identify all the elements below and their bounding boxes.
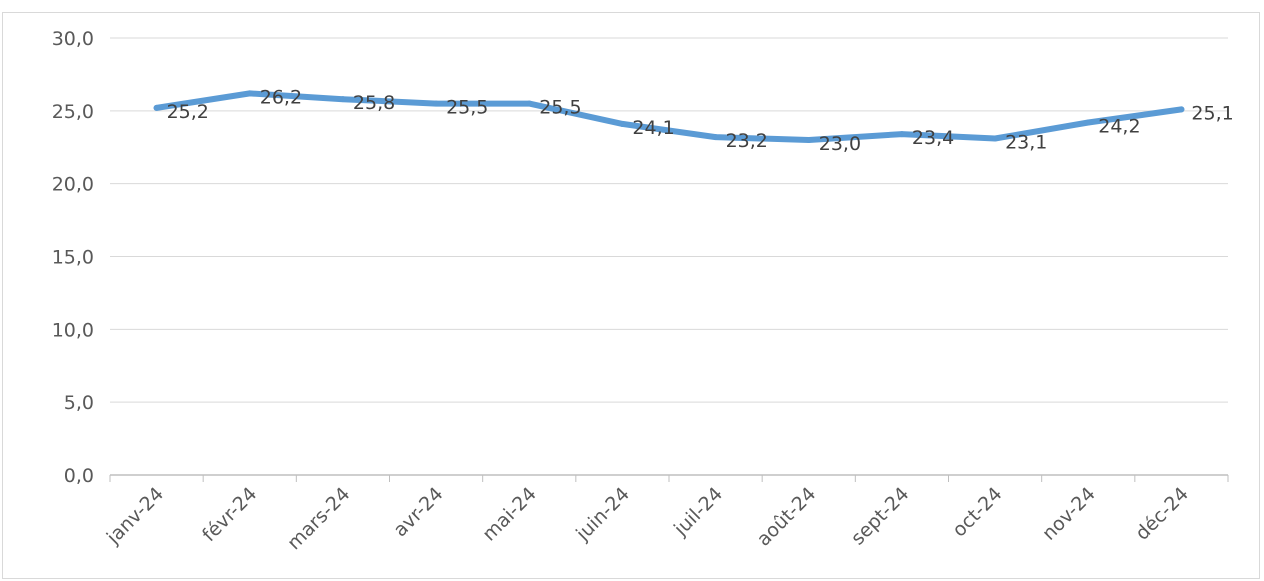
- y-axis-tick-labels: 0,0 5,0 10,0 15,0 20,0 25,0 30,0: [52, 28, 94, 487]
- x-axis-tick-labels: janv-24 févr-24 mars-24 avr-24 mai-24 juin-24…: [102, 475, 1229, 554]
- data-point: [712, 134, 719, 141]
- data-label: 24,1: [632, 117, 674, 139]
- chart-frame: [2, 12, 1260, 579]
- y-tick-label: 15,0: [52, 247, 94, 269]
- data-label: 23,1: [1005, 132, 1047, 154]
- data-point: [526, 100, 533, 107]
- x-tick-label: mai-24: [478, 483, 541, 546]
- x-tick-label: sept-24: [847, 483, 914, 550]
- series-line-group: [153, 90, 1185, 143]
- x-tick-label: juin-24: [571, 483, 634, 546]
- data-point: [153, 104, 160, 111]
- data-point: [246, 90, 253, 97]
- data-label: 23,0: [819, 133, 861, 155]
- data-point: [992, 135, 999, 142]
- y-tick-label: 30,0: [52, 28, 94, 50]
- data-label: 23,4: [912, 127, 954, 149]
- x-tick-label: févr-24: [198, 483, 261, 546]
- x-tick-label: déc-24: [1131, 483, 1193, 545]
- data-label: 25,1: [1191, 102, 1233, 124]
- x-tick-label: avr-24: [389, 483, 447, 541]
- y-tick-label: 10,0: [52, 319, 94, 341]
- data-label: 25,5: [539, 97, 581, 119]
- data-point: [619, 120, 626, 127]
- data-label: 25,8: [353, 92, 395, 114]
- data-point: [805, 136, 812, 143]
- data-label: 23,2: [726, 130, 768, 152]
- y-tick-label: 5,0: [64, 392, 94, 414]
- data-point: [1085, 119, 1092, 126]
- y-tick-label: 20,0: [52, 174, 94, 196]
- data-labels: 25,2 26,2 25,8 25,5 25,5 24,1 23,2 23,0 23,4 23,1…: [167, 86, 1234, 155]
- x-tick-label: janv-24: [102, 483, 168, 549]
- data-point: [339, 96, 346, 103]
- x-tick-label: août-24: [753, 483, 821, 551]
- x-tick-label: juil-24: [669, 483, 727, 541]
- data-label: 26,2: [260, 86, 302, 108]
- y-tick-label: 25,0: [52, 101, 94, 123]
- data-point: [433, 100, 440, 107]
- x-tick-label: nov-24: [1038, 483, 1100, 545]
- x-tick-label: mars-24: [283, 483, 354, 554]
- data-point: [1178, 106, 1185, 113]
- data-label: 25,2: [167, 101, 209, 123]
- y-tick-label: 0,0: [64, 465, 94, 487]
- data-point: [898, 131, 905, 138]
- data-label: 25,5: [446, 97, 488, 119]
- x-tick-label: oct-24: [948, 483, 1006, 541]
- data-label: 24,2: [1098, 115, 1140, 137]
- series-line: [153, 90, 1185, 143]
